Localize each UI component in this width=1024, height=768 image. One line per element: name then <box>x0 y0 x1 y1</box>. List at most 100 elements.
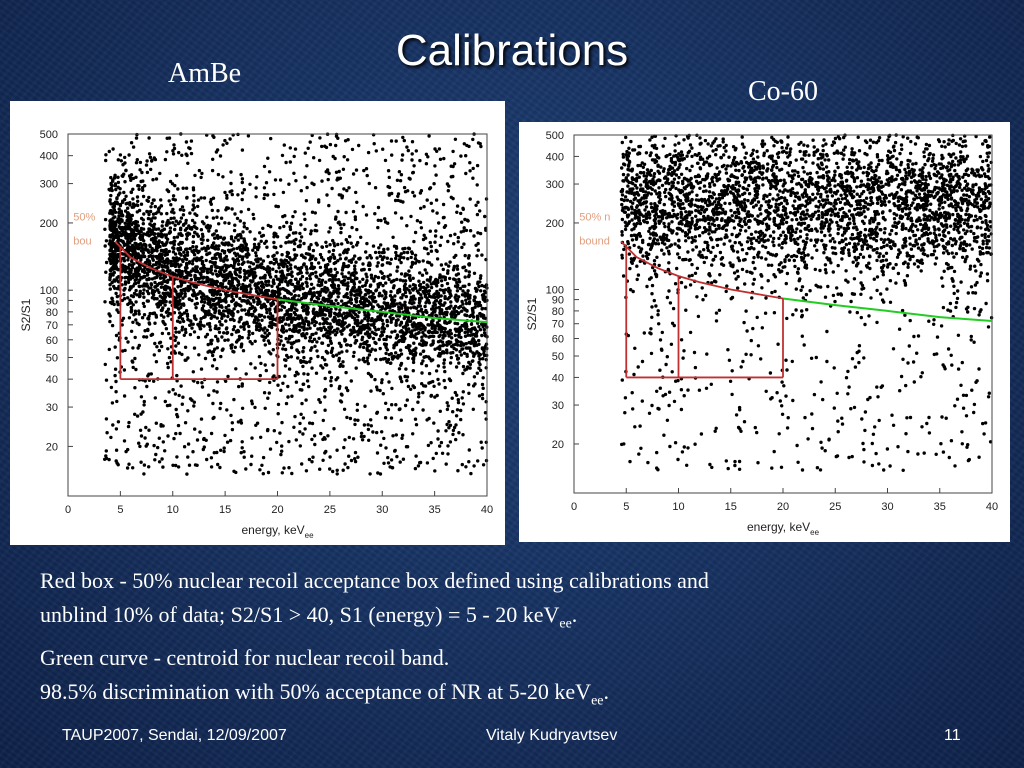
scatter-point <box>128 298 132 302</box>
scatter-point <box>227 311 231 315</box>
scatter-point <box>425 461 430 465</box>
scatter-point <box>467 263 471 267</box>
scatter-point <box>468 349 473 353</box>
scatter-point <box>364 288 368 292</box>
scatter-point <box>328 278 332 282</box>
scatter-point <box>323 376 327 381</box>
scatter-point <box>358 290 362 294</box>
scatter-point <box>345 349 349 353</box>
scatter-point <box>336 295 340 299</box>
scatter-point <box>180 402 184 406</box>
scatter-point <box>254 186 258 190</box>
scatter-point <box>357 143 361 148</box>
scatter-point <box>135 158 139 162</box>
scatter-point <box>364 213 369 217</box>
scatter-point <box>165 188 169 192</box>
scatter-point <box>117 214 121 218</box>
scatter-point <box>356 333 360 337</box>
scatter-point <box>376 471 380 475</box>
scatter-point <box>395 178 400 182</box>
scatter-point <box>157 436 161 440</box>
scatter-point <box>323 285 327 290</box>
scatter-point <box>173 259 178 264</box>
scatter-point <box>362 356 366 360</box>
scatter-point <box>477 325 481 329</box>
scatter-point <box>258 231 262 235</box>
scatter-point <box>454 253 458 258</box>
scatter-point <box>188 323 192 327</box>
scatter-point <box>212 232 216 236</box>
scatter-point <box>390 191 394 196</box>
scatter-point <box>169 336 173 340</box>
scatter-point <box>393 211 398 215</box>
scatter-point <box>481 297 485 301</box>
scatter-point <box>378 254 383 258</box>
scatter-point <box>337 287 341 291</box>
scatter-point <box>348 311 352 316</box>
scatter-point <box>480 392 485 397</box>
scatter-point <box>213 247 217 251</box>
scatter-point <box>204 438 208 442</box>
scatter-point <box>265 310 269 315</box>
scatter-point <box>400 306 404 310</box>
scatter-point <box>425 418 429 422</box>
scatter-point <box>448 260 452 264</box>
scatter-point <box>279 334 283 339</box>
scatter-point <box>208 324 212 329</box>
scatter-point <box>419 309 423 313</box>
scatter-point <box>369 389 373 393</box>
scatter-point <box>376 218 380 222</box>
scatter-point <box>104 239 109 243</box>
scatter-point <box>175 412 179 417</box>
scatter-point <box>191 203 195 207</box>
scatter-point <box>372 142 376 146</box>
scatter-point <box>222 446 226 450</box>
scatter-point <box>281 286 285 291</box>
scatter-point <box>127 263 132 267</box>
scatter-point <box>397 309 401 313</box>
scatter-point <box>112 202 116 206</box>
scatter-point <box>124 236 128 240</box>
scatter-point <box>478 280 482 284</box>
scatter-point <box>301 255 306 259</box>
scatter-point <box>323 358 327 362</box>
scatter-point <box>451 196 455 201</box>
scatter-point <box>395 314 399 318</box>
scatter-point <box>141 188 145 192</box>
scatter-point <box>133 267 138 272</box>
scatter-point <box>475 300 479 305</box>
scatter-point <box>447 306 452 310</box>
scatter-point <box>287 337 291 341</box>
scatter-point <box>134 367 138 372</box>
scatter-point <box>376 275 381 280</box>
scatter-point <box>338 253 342 257</box>
scatter-point <box>192 346 197 350</box>
scatter-point <box>457 333 461 337</box>
scatter-point <box>173 183 177 188</box>
scatter-point <box>240 197 244 202</box>
scatter-point <box>373 348 378 352</box>
scatter-point <box>171 197 175 201</box>
scatter-point <box>252 216 256 221</box>
scatter-point <box>109 435 113 440</box>
scatter-point <box>113 373 117 378</box>
scatter-point <box>389 257 393 261</box>
scatter-point <box>309 229 313 233</box>
scatter-point <box>238 247 243 252</box>
scatter-point <box>480 253 484 257</box>
scatter-point <box>175 373 179 378</box>
scatter-point <box>308 140 312 144</box>
scatter-point <box>413 466 418 471</box>
scatter-point <box>421 339 425 343</box>
scatter-point <box>152 311 157 315</box>
scatter-point <box>240 262 244 266</box>
scatter-point <box>237 320 241 324</box>
scatter-point <box>162 286 167 291</box>
scatter-point <box>115 300 120 304</box>
scatter-point <box>103 362 108 367</box>
scatter-point <box>175 299 179 303</box>
scatter-point <box>256 281 260 286</box>
scatter-point <box>131 145 136 149</box>
scatter-point <box>228 438 233 443</box>
scatter-point <box>279 339 283 343</box>
